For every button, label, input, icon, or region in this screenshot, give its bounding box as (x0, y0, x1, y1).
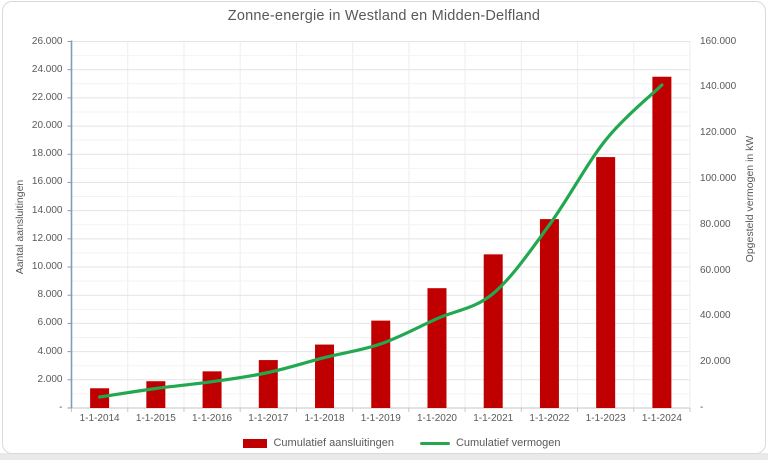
x-axis-label: 1-1-2014 (79, 413, 120, 424)
x-axis-label: 1-1-2021 (473, 413, 514, 424)
x-axis-label: 1-1-2023 (585, 413, 626, 424)
x-axis-label: 1-1-2020 (416, 413, 457, 424)
cumulative-power-line (98, 83, 664, 399)
legend-item-vermogen: Cumulatief vermogen (419, 437, 561, 449)
bar-1-1-2020 (427, 288, 447, 408)
bar-1-1-2024 (652, 76, 672, 408)
left-axis-tick: 4.000 (37, 345, 63, 357)
left-axis-tick: 14.000 (31, 204, 63, 216)
bar-swatch-icon (243, 438, 268, 448)
legend-label: Cumulatief vermogen (455, 437, 561, 449)
right-axis-tick: - (700, 402, 704, 413)
left-axis-tick: 26.000 (31, 35, 63, 47)
bar-1-1-2022 (539, 219, 559, 408)
x-axis-label: 1-1-2016 (192, 413, 233, 424)
right-axis-tick: 140.000 (700, 81, 737, 93)
bar-1-1-2015 (146, 381, 166, 408)
left-axis-tick: 16.000 (31, 176, 63, 188)
left-axis-tick: 24.000 (31, 63, 63, 75)
right-axis-tick: 80.000 (700, 218, 731, 230)
right-axis-tick: 120.000 (700, 127, 737, 139)
right-axis-tick: 160.000 (700, 35, 737, 47)
bar-1-1-2019 (371, 320, 391, 408)
bar-1-1-2017 (258, 360, 278, 408)
left-axis-tick: 18.000 (31, 148, 63, 160)
right-axis-tick: 100.000 (700, 172, 737, 184)
legend-label: Cumulatief aansluitingen (273, 437, 394, 449)
left-axis-tick: 8.000 (37, 289, 63, 301)
x-axis-label: 1-1-2019 (360, 413, 401, 424)
x-axis-label: 1-1-2017 (248, 413, 289, 424)
left-axis-tick: - (59, 402, 63, 413)
x-axis-label: 1-1-2024 (641, 413, 682, 424)
left-axis-tick: 20.000 (31, 120, 63, 132)
left-axis-title: Aantal aansluitingen (14, 179, 26, 275)
right-axis-title: Opgesteld vermogen in kW (744, 135, 756, 263)
right-axis-tick: 60.000 (700, 264, 731, 276)
left-axis-tick: 6.000 (37, 317, 63, 329)
right-axis-tick: 20.000 (700, 356, 731, 368)
bar-1-1-2021 (483, 254, 503, 408)
legend-item-aansluitingen: Cumulatief aansluitingen (243, 437, 394, 449)
chart-title: Zonne-energie in Westland en Midden-Delf… (227, 8, 541, 24)
bar-1-1-2023 (596, 157, 616, 408)
x-axis-label: 1-1-2015 (135, 413, 176, 424)
left-axis-tick: 12.000 (31, 232, 63, 244)
line-swatch-icon (419, 441, 450, 445)
bar-1-1-2016 (202, 371, 222, 408)
left-axis-tick: 2.000 (37, 373, 63, 385)
left-axis-tick: 22.000 (31, 91, 63, 103)
x-axis-label: 1-1-2018 (304, 413, 345, 424)
right-axis-tick: 40.000 (700, 310, 731, 322)
bar-1-1-2018 (315, 344, 335, 408)
left-axis-tick: 10.000 (31, 261, 63, 273)
legend: Cumulatief aansluitingen Cumulatief verm… (0, 437, 768, 449)
sheet-background-strip (0, 453, 768, 460)
x-axis-label: 1-1-2022 (529, 413, 570, 424)
